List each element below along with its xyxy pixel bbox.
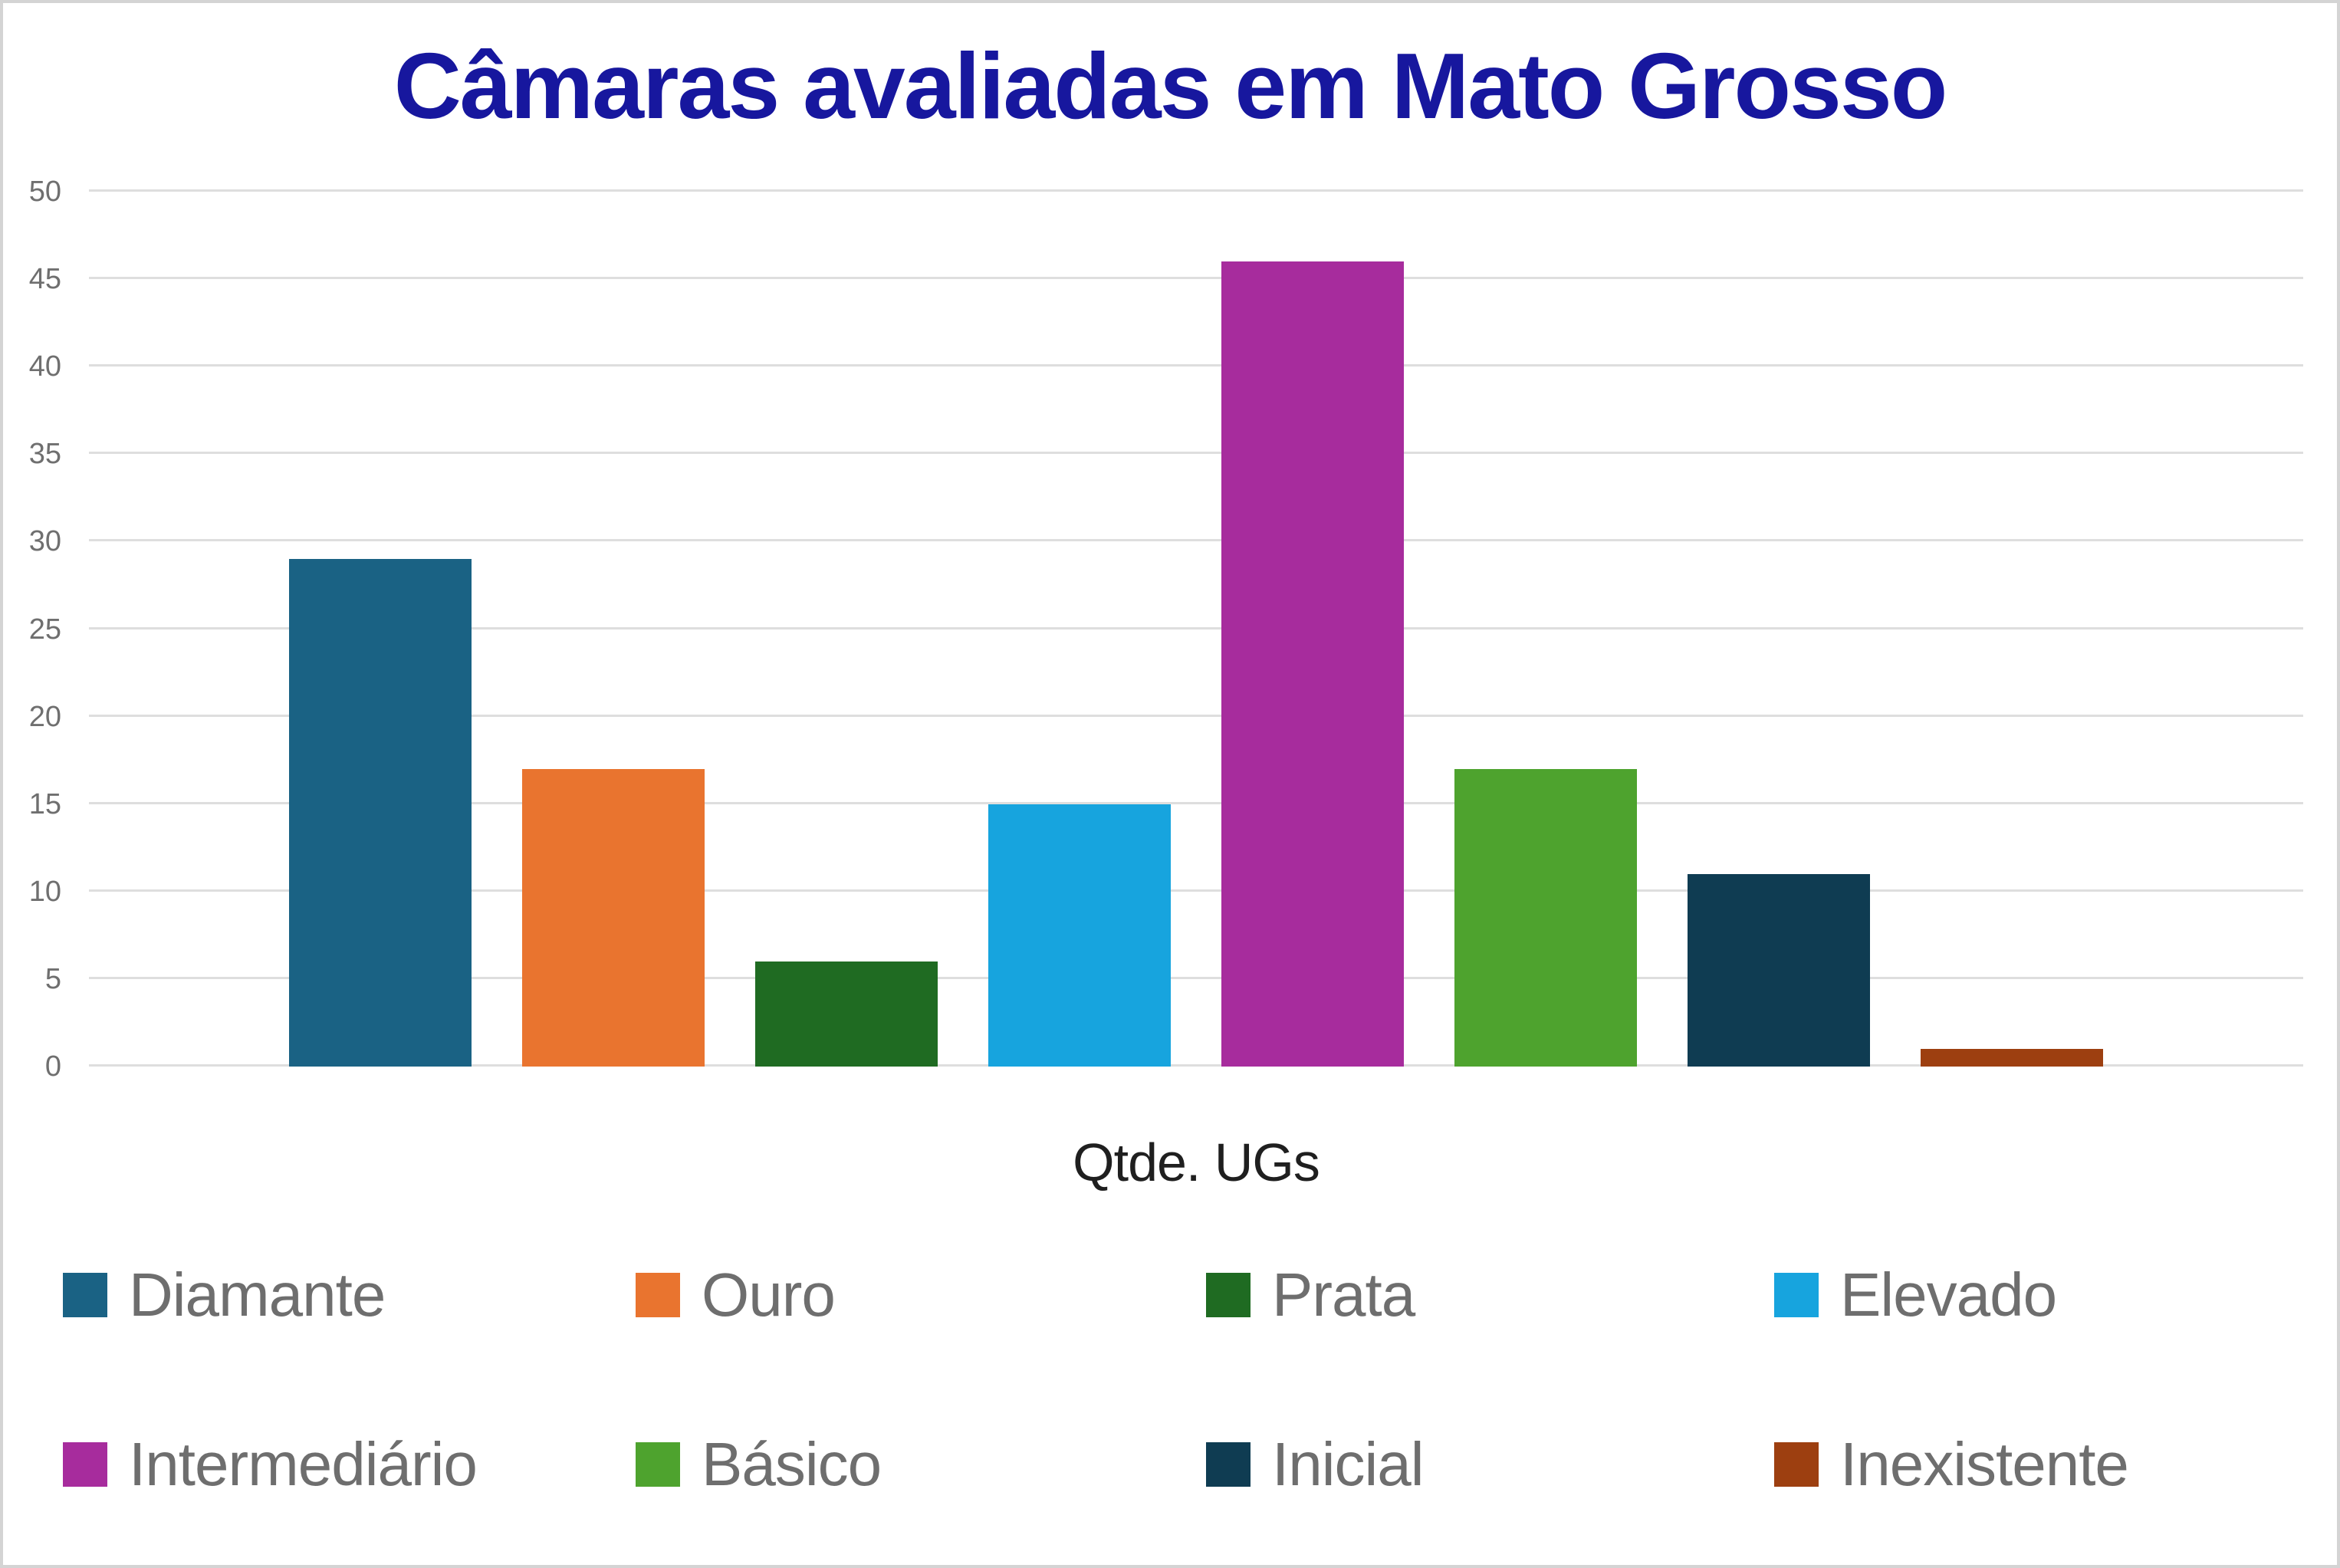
y-tick-label: 10 — [28, 875, 61, 908]
chart-title: Câmaras avaliadas em Mato Grosso — [393, 34, 1948, 138]
legend-item-inexistente: Inexistente — [1774, 1430, 2129, 1498]
gridline — [89, 1064, 2303, 1067]
gridline — [89, 714, 2303, 717]
bar-diamante — [289, 559, 472, 1067]
y-tick-label: 45 — [28, 263, 61, 296]
y-tick-label: 40 — [28, 350, 61, 383]
bar-inicial — [1688, 873, 1870, 1067]
legend-swatch-prata — [1206, 1273, 1251, 1317]
legend-swatch-inicial — [1206, 1442, 1251, 1487]
legend-item-intermediario: Intermediário — [63, 1430, 478, 1498]
legend-swatch-ouro — [636, 1273, 680, 1317]
bar-inexistente — [1921, 1049, 2103, 1067]
legend-swatch-inexistente — [1774, 1442, 1819, 1487]
gridline — [89, 364, 2303, 367]
y-tick-label: 30 — [28, 525, 61, 558]
legend-label: Diamante — [129, 1261, 386, 1329]
y-tick-label: 0 — [44, 1050, 61, 1083]
legend-label: Inexistente — [1840, 1430, 2129, 1498]
legend-label: Ouro — [702, 1261, 836, 1329]
legend-swatch-basico — [636, 1442, 680, 1487]
y-tick-label: 25 — [28, 613, 61, 646]
bar-prata — [755, 962, 938, 1067]
legend-item-diamante: Diamante — [63, 1261, 386, 1329]
legend-label: Elevado — [1840, 1261, 2057, 1329]
legend-label: Básico — [702, 1430, 882, 1498]
y-tick-label: 35 — [28, 438, 61, 471]
legend-swatch-elevado — [1774, 1273, 1819, 1317]
gridline — [89, 539, 2303, 542]
legend-item-prata: Prata — [1206, 1261, 1415, 1329]
gridline — [89, 277, 2303, 280]
legend-label: Intermediário — [129, 1430, 478, 1498]
bar-ouro — [522, 769, 705, 1067]
y-tick-label: 50 — [28, 176, 61, 208]
y-tick-label: 5 — [44, 962, 61, 995]
legend-item-elevado: Elevado — [1774, 1261, 2057, 1329]
bar-basico — [1454, 769, 1637, 1067]
legend-item-basico: Básico — [636, 1430, 882, 1498]
gridline — [89, 452, 2303, 455]
gridline — [89, 626, 2303, 630]
gridline — [89, 889, 2303, 892]
y-tick-label: 15 — [28, 787, 61, 820]
bar-elevado — [988, 804, 1171, 1067]
legend-swatch-diamante — [63, 1273, 107, 1317]
legend-label: Prata — [1272, 1261, 1415, 1329]
gridline — [89, 189, 2303, 192]
gridline — [89, 801, 2303, 804]
y-tick-label: 20 — [28, 700, 61, 733]
bar-intermediario — [1221, 261, 1404, 1067]
gridline — [89, 976, 2303, 979]
legend-label: Inicial — [1272, 1430, 1425, 1498]
x-axis-label: Qtde. UGs — [1073, 1132, 1320, 1192]
plot-area: 0 5 10 15 20 25 30 35 40 45 50 — [29, 176, 2303, 1083]
legend-item-inicial: Inicial — [1206, 1430, 1425, 1498]
legend-item-ouro: Ouro — [636, 1261, 836, 1329]
legend-swatch-intermediario — [63, 1442, 107, 1487]
